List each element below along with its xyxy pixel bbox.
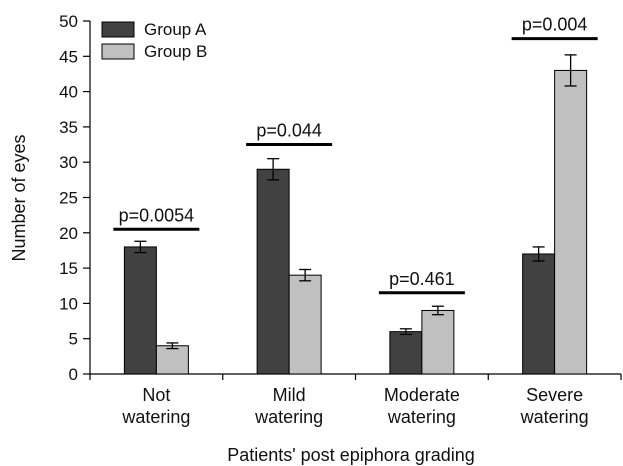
x-tick-label: watering: [254, 407, 323, 427]
p-value-label: p=0.461: [389, 269, 455, 289]
y-tick-label: 50: [59, 12, 78, 31]
y-tick-label: 30: [59, 153, 78, 172]
x-tick-label: Mild: [273, 385, 306, 405]
y-tick-label: 0: [69, 365, 78, 384]
y-axis-title: Number of eyes: [9, 134, 29, 261]
y-tick-label: 35: [59, 118, 78, 137]
p-value-label: p=0.044: [256, 121, 322, 141]
legend: Group A Group B: [101, 20, 207, 61]
x-axis: NotwateringMildwateringModeratewateringS…: [89, 373, 622, 427]
bar-group-a: [389, 331, 423, 375]
legend-label: Group B: [144, 42, 207, 61]
bar-group-b: [288, 274, 322, 375]
legend-label: Group A: [144, 20, 207, 39]
y-tick-label: 25: [59, 189, 78, 208]
x-tick-label: Severe: [526, 385, 583, 405]
x-axis-title: Patients' post epiphora grading: [227, 445, 475, 465]
y-tick-label: 15: [59, 259, 78, 278]
y-tick-label: 45: [59, 47, 78, 66]
bar-group-a: [256, 168, 290, 375]
bar-group-b: [421, 309, 455, 375]
bar-group-b: [155, 345, 189, 375]
bar-group-a: [123, 246, 157, 375]
y-tick-label: 20: [59, 224, 78, 243]
x-tick-label: Moderate: [384, 385, 460, 405]
p-value-label: p=0.0054: [119, 205, 195, 225]
legend-swatch: [101, 43, 135, 60]
error-bars: [134, 54, 577, 350]
x-tick-label: watering: [121, 407, 190, 427]
x-tick-label: watering: [520, 407, 589, 427]
bar-group-a: [522, 253, 556, 375]
x-tick-label: watering: [387, 407, 456, 427]
legend-swatch: [101, 21, 135, 38]
y-tick-label: 40: [59, 83, 78, 102]
bars: [123, 69, 588, 375]
bar-group-b: [554, 69, 588, 375]
y-axis: 0 5 10 15 20 25 30 35 40 45 50: [59, 12, 91, 384]
p-value-annotations: p=0.0054 p=0.044 p=0.461 p=0.004: [113, 15, 598, 295]
p-value-label: p=0.004: [522, 15, 588, 35]
y-tick-label: 5: [69, 330, 78, 349]
x-tick-label: Not: [142, 385, 170, 405]
y-tick-label: 10: [59, 294, 78, 313]
